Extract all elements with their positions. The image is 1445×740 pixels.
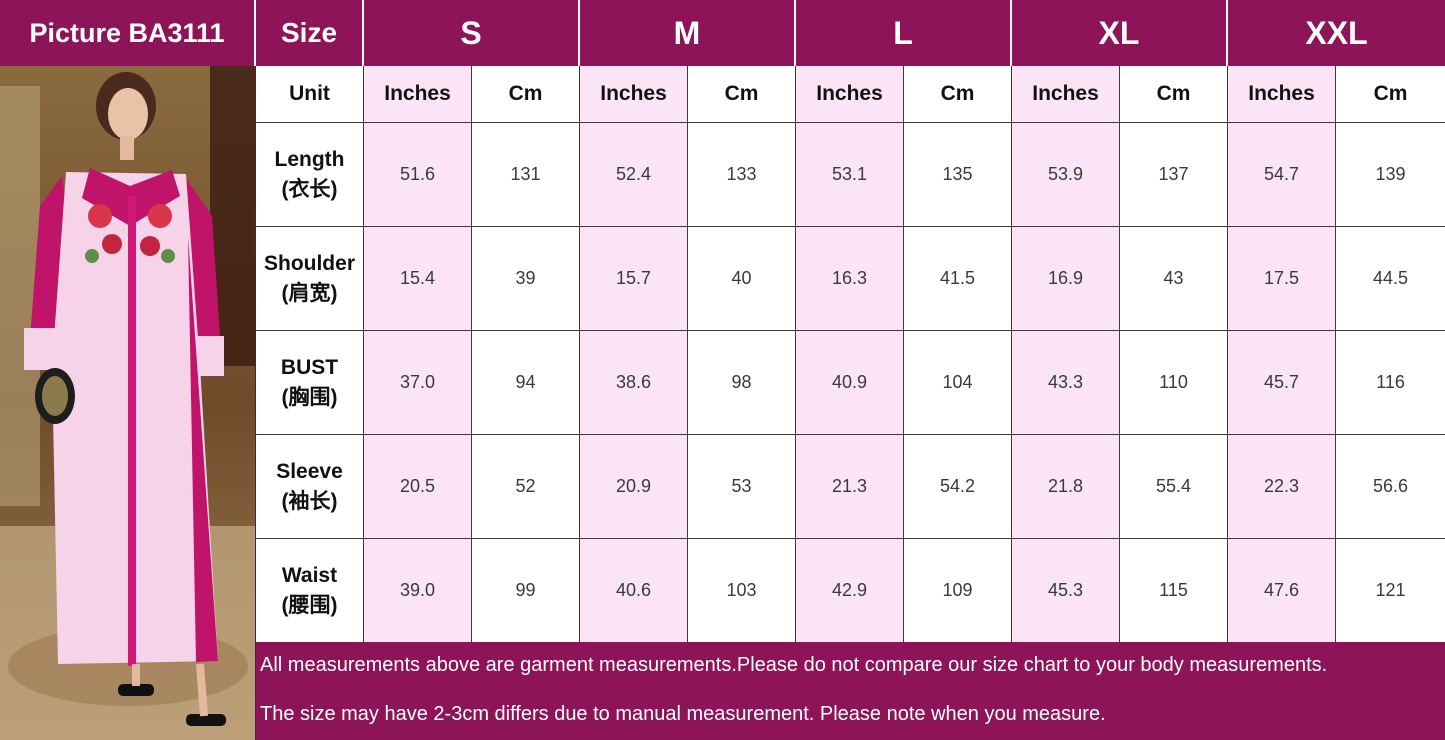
value-cell: 45.7	[1228, 331, 1336, 435]
picture-label: Picture BA3111	[0, 0, 256, 66]
header-bar: Picture BA3111 Size S M L XL XXL	[0, 0, 1445, 66]
value-cell: 20.5	[364, 435, 472, 539]
value-cell: 56.6	[1336, 435, 1445, 539]
row-label-shoulder: Shoulder (肩宽)	[256, 227, 364, 331]
value-cell: 47.6	[1228, 539, 1336, 642]
size-header-m: M	[580, 0, 796, 66]
value-cell: 94	[472, 331, 580, 435]
size-label: Size	[256, 0, 364, 66]
size-header-s: S	[364, 0, 580, 66]
value-cell: 53.9	[1012, 123, 1120, 227]
size-chart-table: Unit Inches Cm Inches Cm Inches Cm Inche…	[256, 66, 1445, 642]
unit-xl-inches: Inches	[1012, 66, 1120, 123]
value-cell: 15.7	[580, 227, 688, 331]
row-label-en: Length	[274, 147, 345, 171]
value-cell: 43.3	[1012, 331, 1120, 435]
measure-row-bust: BUST (胸围) 37.0 94 38.6 98 40.9 104 43.3 …	[256, 331, 1445, 435]
measure-row-shoulder: Shoulder (肩宽) 15.4 39 15.7 40 16.3 41.5 …	[256, 227, 1445, 331]
value-cell: 53	[688, 435, 796, 539]
unit-label: Unit	[256, 66, 364, 123]
value-cell: 17.5	[1228, 227, 1336, 331]
value-cell: 131	[472, 123, 580, 227]
value-cell: 110	[1120, 331, 1228, 435]
value-cell: 99	[472, 539, 580, 642]
value-cell: 121	[1336, 539, 1445, 642]
row-label-en: Shoulder	[263, 251, 355, 275]
value-cell: 21.8	[1012, 435, 1120, 539]
unit-xxl-inches: Inches	[1228, 66, 1336, 123]
measure-row-waist: Waist (腰围) 39.0 99 40.6 103 42.9 109 45.…	[256, 539, 1445, 642]
value-cell: 54.2	[904, 435, 1012, 539]
value-cell: 51.6	[364, 123, 472, 227]
row-label-cn: (衣长)	[281, 177, 338, 201]
value-cell: 55.4	[1120, 435, 1228, 539]
size-header-l: L	[796, 0, 1012, 66]
unit-m-cm: Cm	[688, 66, 796, 123]
row-label-cn: (腰围)	[281, 593, 338, 617]
value-cell: 40	[688, 227, 796, 331]
value-cell: 16.3	[796, 227, 904, 331]
value-cell: 104	[904, 331, 1012, 435]
value-cell: 109	[904, 539, 1012, 642]
note-garment-measurements: All measurements above are garment measu…	[260, 654, 1328, 676]
value-cell: 40.6	[580, 539, 688, 642]
product-photo	[0, 66, 256, 740]
value-cell: 38.6	[580, 331, 688, 435]
value-cell: 20.9	[580, 435, 688, 539]
note-manual-measurement: The size may have 2-3cm differs due to m…	[260, 703, 1106, 725]
value-cell: 41.5	[904, 227, 1012, 331]
size-header-xxl: XXL	[1305, 14, 1368, 51]
value-cell: 40.9	[796, 331, 904, 435]
row-label-en: BUST	[280, 355, 339, 379]
value-cell: 137	[1120, 123, 1228, 227]
value-cell: 135	[904, 123, 1012, 227]
value-cell: 15.4	[364, 227, 472, 331]
value-cell: 54.7	[1228, 123, 1336, 227]
unit-l-cm: Cm	[904, 66, 1012, 123]
value-cell: 116	[1336, 331, 1445, 435]
value-cell: 52.4	[580, 123, 688, 227]
row-label-en: Sleeve	[276, 459, 343, 483]
unit-m-inches: Inches	[580, 66, 688, 123]
size-header-xl: XL	[1012, 0, 1228, 66]
unit-s-cm: Cm	[472, 66, 580, 123]
row-label-length: Length (衣长)	[256, 123, 364, 227]
unit-row: Unit Inches Cm Inches Cm Inches Cm Inche…	[256, 66, 1445, 123]
value-cell: 37.0	[364, 331, 472, 435]
value-cell: 133	[688, 123, 796, 227]
row-label-waist: Waist (腰围)	[256, 539, 364, 642]
unit-s-inches: Inches	[364, 66, 472, 123]
row-label-sleeve: Sleeve (袖长)	[256, 435, 364, 539]
row-label-en: Waist	[281, 563, 338, 587]
value-cell: 42.9	[796, 539, 904, 642]
value-cell: 43	[1120, 227, 1228, 331]
value-cell: 52	[472, 435, 580, 539]
model-dress-image	[0, 66, 255, 740]
measure-row-sleeve: Sleeve (袖长) 20.5 52 20.9 53 21.3 54.2 21…	[256, 435, 1445, 539]
value-cell: 44.5	[1336, 227, 1445, 331]
value-cell: 98	[688, 331, 796, 435]
row-label-bust: BUST (胸围)	[256, 331, 364, 435]
value-cell: 21.3	[796, 435, 904, 539]
value-cell: 139	[1336, 123, 1445, 227]
value-cell: 115	[1120, 539, 1228, 642]
value-cell: 22.3	[1228, 435, 1336, 539]
row-label-cn: (袖长)	[281, 489, 338, 513]
row-label-cn: (肩宽)	[281, 281, 338, 305]
value-cell: 53.1	[796, 123, 904, 227]
value-cell: 16.9	[1012, 227, 1120, 331]
unit-l-inches: Inches	[796, 66, 904, 123]
measure-row-length: Length (衣长) 51.6 131 52.4 133 53.1 135 5…	[256, 123, 1445, 227]
measurement-notes: All measurements above are garment measu…	[256, 642, 1445, 740]
value-cell: 39.0	[364, 539, 472, 642]
value-cell: 45.3	[1012, 539, 1120, 642]
unit-xxl-cm: Cm	[1336, 66, 1445, 123]
unit-xl-cm: Cm	[1120, 66, 1228, 123]
value-cell: 39	[472, 227, 580, 331]
value-cell: 103	[688, 539, 796, 642]
row-label-cn: (胸围)	[281, 385, 338, 409]
